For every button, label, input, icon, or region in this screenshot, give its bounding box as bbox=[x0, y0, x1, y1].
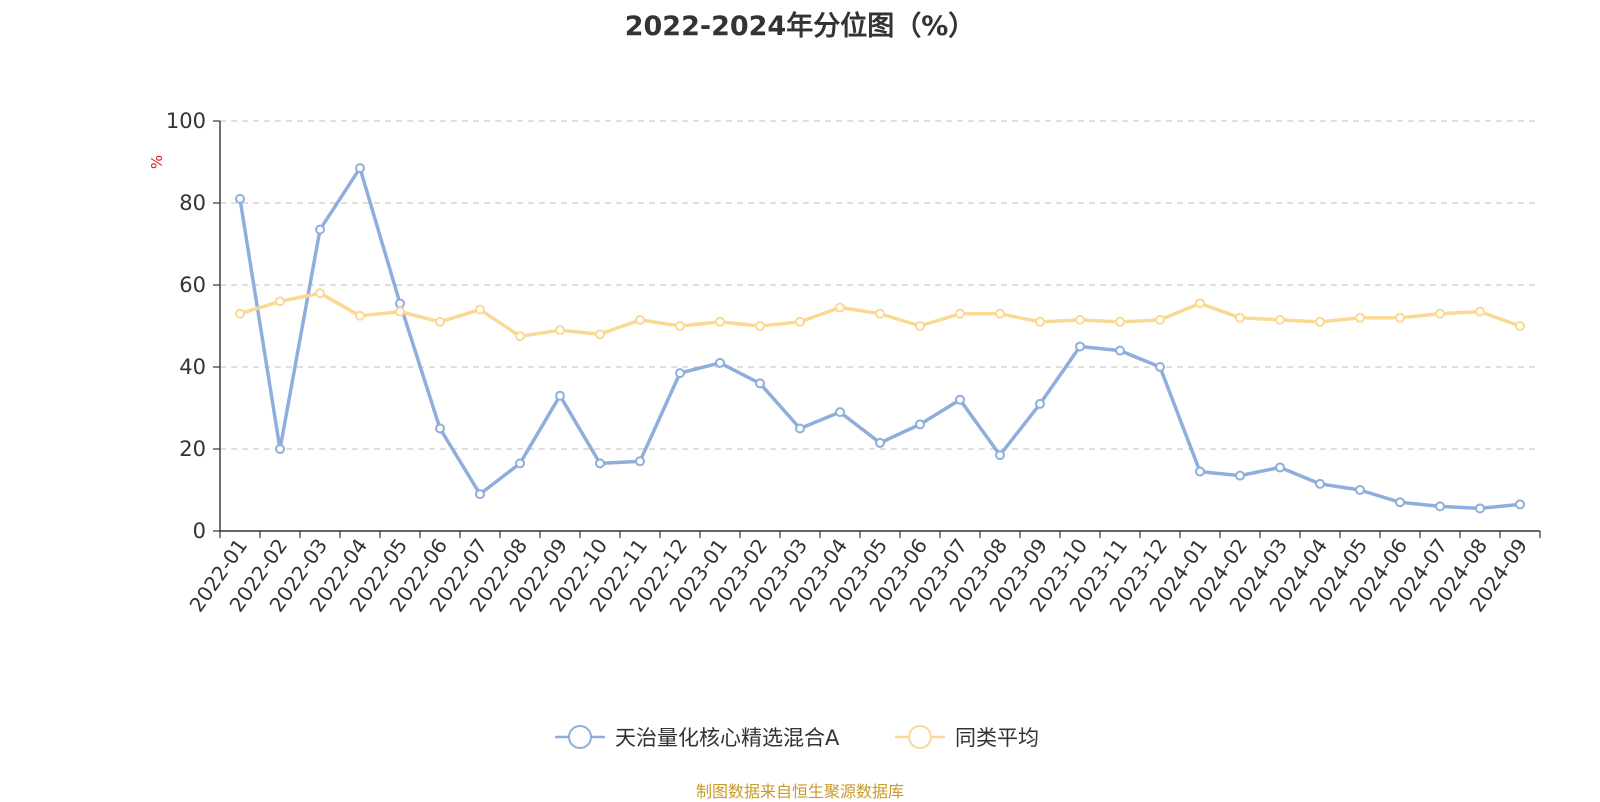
series-lines bbox=[235, 163, 1525, 514]
data-point bbox=[995, 308, 1005, 319]
data-point bbox=[1035, 398, 1045, 409]
data-point bbox=[1195, 466, 1205, 477]
data-point bbox=[635, 314, 645, 325]
data-point bbox=[1475, 306, 1485, 317]
data-point bbox=[1315, 316, 1325, 327]
data-point bbox=[235, 308, 245, 319]
data-point bbox=[835, 302, 845, 313]
data-point bbox=[395, 306, 405, 317]
data-point bbox=[1155, 314, 1165, 325]
data-point bbox=[315, 288, 325, 299]
data-point bbox=[915, 321, 925, 331]
data-point bbox=[1435, 501, 1445, 512]
data-point bbox=[395, 298, 405, 309]
data-point bbox=[1235, 312, 1245, 323]
legend-label-2: 同类平均 bbox=[955, 726, 1039, 750]
data-point bbox=[1235, 470, 1245, 481]
data-point bbox=[515, 458, 525, 469]
chart-title: 2022-2024年分位图（%） bbox=[624, 11, 976, 42]
data-point bbox=[475, 304, 485, 315]
data-point bbox=[795, 316, 805, 327]
data-point bbox=[1155, 362, 1165, 372]
data-point bbox=[875, 308, 885, 319]
legend: 天治量化核心精选混合A 同类平均 bbox=[555, 725, 1039, 750]
data-point bbox=[1195, 298, 1205, 309]
y-tick-label: 80 bbox=[179, 191, 206, 215]
source-note: 制图数据来自恒生聚源数据库 bbox=[695, 782, 904, 801]
axes: 020406080100%2022-012022-022022-032022-0… bbox=[148, 109, 1541, 616]
data-point bbox=[1315, 478, 1325, 489]
data-point bbox=[475, 489, 485, 500]
data-point bbox=[675, 368, 685, 379]
data-point bbox=[315, 224, 325, 235]
data-point bbox=[1115, 316, 1125, 327]
data-point bbox=[635, 456, 645, 467]
data-point bbox=[1035, 316, 1045, 327]
y-axis-unit: % bbox=[148, 155, 166, 169]
data-point bbox=[1395, 312, 1405, 323]
y-tick-label: 40 bbox=[179, 355, 206, 379]
data-point bbox=[1275, 462, 1285, 473]
legend-marker-1 bbox=[568, 725, 592, 749]
data-point bbox=[1075, 341, 1085, 352]
data-point bbox=[955, 394, 965, 405]
y-tick-label: 60 bbox=[179, 273, 206, 297]
data-point bbox=[1435, 308, 1445, 319]
data-point bbox=[795, 423, 805, 434]
data-point bbox=[1515, 321, 1525, 331]
y-tick-label: 20 bbox=[179, 437, 206, 461]
data-point bbox=[1515, 499, 1525, 510]
data-point bbox=[1075, 314, 1085, 325]
data-point bbox=[275, 296, 285, 307]
data-point bbox=[435, 423, 445, 434]
data-point bbox=[435, 316, 445, 327]
data-point bbox=[1475, 503, 1485, 514]
data-point bbox=[275, 444, 285, 454]
data-point bbox=[235, 193, 245, 204]
data-point bbox=[715, 316, 725, 327]
series-line-1 bbox=[238, 166, 1521, 511]
y-tick-label: 0 bbox=[193, 519, 206, 543]
data-point bbox=[715, 357, 725, 368]
data-point bbox=[595, 329, 605, 340]
data-point bbox=[755, 321, 765, 331]
data-point bbox=[955, 308, 965, 319]
data-point bbox=[555, 325, 565, 336]
data-point bbox=[355, 310, 365, 321]
data-point bbox=[995, 450, 1005, 461]
data-point bbox=[1355, 485, 1365, 495]
data-point bbox=[555, 390, 565, 401]
data-point bbox=[755, 378, 765, 389]
data-point bbox=[1395, 497, 1405, 508]
data-point bbox=[1275, 314, 1285, 325]
data-point bbox=[1115, 345, 1125, 356]
legend-label-1: 天治量化核心精选混合A bbox=[615, 726, 840, 750]
data-point bbox=[915, 419, 925, 430]
grid-lines bbox=[220, 120, 1540, 450]
data-point bbox=[875, 437, 885, 448]
data-point bbox=[515, 331, 525, 342]
data-point bbox=[835, 407, 845, 418]
data-point bbox=[675, 321, 685, 331]
y-tick-label: 100 bbox=[166, 109, 206, 133]
data-point bbox=[1355, 312, 1365, 323]
data-point bbox=[355, 163, 365, 174]
legend-marker-2 bbox=[908, 725, 932, 749]
data-point bbox=[595, 458, 605, 469]
